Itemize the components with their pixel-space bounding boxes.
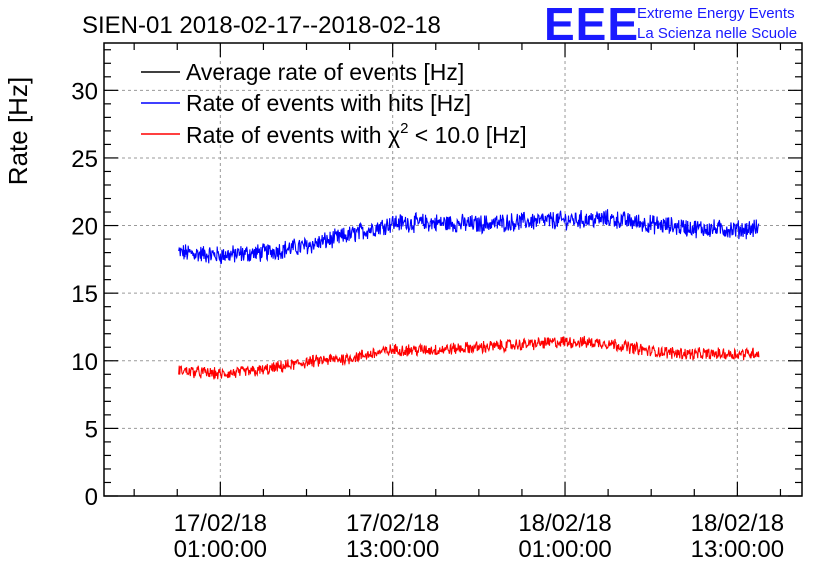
x-tick-label-time: 13:00:00	[691, 536, 784, 563]
y-tick-label: 25	[71, 146, 98, 173]
x-tick-label-date: 17/02/18	[346, 510, 439, 537]
legend-label-chi2-sup: 2	[400, 120, 408, 137]
y-tick-label: 30	[71, 78, 98, 105]
eee-logo-line2: La Scienza nelle Scuole	[637, 25, 797, 42]
eee-logo: EEE Extreme Energy Events La Scienza nel…	[544, 0, 797, 50]
legend-label-chi2: Rate of events with χ2 < 10.0 [Hz]	[186, 120, 527, 148]
legend-label-average: Average rate of events [Hz]	[186, 59, 464, 85]
x-tick-label-date: 18/02/18	[691, 510, 784, 537]
series-line-0	[178, 209, 760, 265]
y-tick-label: 20	[71, 214, 98, 241]
y-tick-labels: 0 5 10 15 20 25 30	[71, 78, 98, 511]
x-tick-label-time: 13:00:00	[346, 536, 439, 563]
x-tick-label-date: 18/02/18	[518, 510, 611, 537]
y-tick-label: 10	[71, 349, 98, 376]
legend-label-chi2-suffix: < 10.0 [Hz]	[408, 122, 526, 148]
eee-logo-line1: Extreme Energy Events	[637, 5, 795, 22]
y-tick-label: 5	[85, 416, 98, 443]
legend-label-chi2-prefix: Rate of events with	[186, 122, 388, 148]
legend-label-hits: Rate of events with hits [Hz]	[186, 90, 471, 116]
chart-title: SIEN-01 2018-02-17--2018-02-18	[82, 12, 441, 39]
legend: Average rate of events [Hz] Rate of even…	[141, 59, 527, 148]
plot-frame	[103, 42, 803, 497]
x-tick-label-time: 01:00:00	[174, 536, 267, 563]
y-axis-label: Rate [Hz]	[3, 77, 33, 185]
eee-logo-mark: EEE	[544, 0, 639, 50]
x-tick-labels: 17/02/1801:00:0017/02/1813:00:0018/02/18…	[174, 510, 784, 563]
series-layer	[178, 209, 760, 380]
x-tick-label-time: 01:00:00	[518, 536, 611, 563]
x-tick-label-date: 17/02/18	[174, 510, 267, 537]
y-tick-label: 15	[71, 281, 98, 308]
series-line-1	[178, 335, 760, 380]
legend-label-chi2-symbol: χ	[388, 122, 400, 148]
y-tick-label: 0	[85, 484, 98, 511]
